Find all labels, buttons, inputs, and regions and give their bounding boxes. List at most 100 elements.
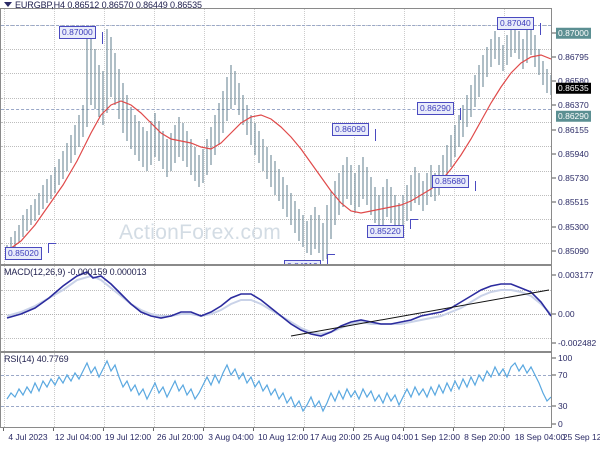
axis-label: 0.86580 [558, 75, 589, 86]
price-axis[interactable]: 0.87000 0.86795 0.86580 0.86535 0.86370 … [552, 8, 600, 278]
axis-tick [552, 129, 556, 131]
collapse-triangle-icon[interactable] [4, 2, 12, 8]
rsi-overbought-line [1, 375, 551, 376]
callout-stem [410, 219, 418, 220]
time-axis-label: 10 Aug 12:00 [257, 432, 309, 442]
gridline-vertical [4, 353, 5, 427]
price-callout[interactable]: 0.87040 [497, 17, 534, 30]
gridline [1, 338, 551, 339]
axis-label: 30 [558, 400, 568, 411]
watermark: ActionForex.com [119, 221, 282, 244]
gridline-vertical [154, 266, 155, 351]
axis-label: 0.85300 [558, 221, 589, 232]
axis-label: -0.002482 [558, 337, 597, 348]
gridline-vertical [304, 9, 305, 264]
callout-stem [475, 181, 476, 191]
gridline-vertical [454, 266, 455, 351]
time-axis-label: 18 Sep 04:00 [514, 432, 566, 442]
axis-label: 0.86795 [558, 51, 589, 62]
gridline-vertical [354, 353, 355, 427]
price-callout[interactable]: 0.87000 [59, 26, 96, 39]
price-callout[interactable]: 0.86090 [332, 123, 369, 136]
axis-tick [552, 80, 556, 82]
gridline [1, 195, 551, 196]
axis-tick [303, 428, 304, 431]
gridline-vertical [404, 266, 405, 351]
time-axis-label: 12 Jul 04:00 [54, 432, 102, 442]
axis-label: 0.85090 [558, 245, 589, 256]
rsi-axis[interactable]: 100 70 30 0 [552, 352, 600, 428]
gridline [1, 73, 551, 74]
gridline-vertical [304, 266, 305, 351]
axis-tick [253, 428, 254, 431]
price-callout[interactable]: 0.84910 [284, 260, 321, 264]
gridline-vertical [54, 9, 55, 264]
macd-main-line [6, 271, 551, 337]
axis-label-highlight: 0.86290 [556, 110, 591, 122]
time-axis-label: 19 Jul 12:00 [104, 432, 152, 442]
price-callout[interactable]: 0.85680 [432, 175, 469, 188]
axis-tick [552, 357, 556, 359]
rsi-panel-title: RSI(14) 40.7769 [4, 354, 69, 364]
time-axis-label: 26 Jul 20:00 [156, 432, 204, 442]
callout-stem [540, 23, 541, 35]
axis-label: 0.85940 [558, 148, 589, 159]
gridline-vertical [104, 266, 105, 351]
price-panel-title: EURGBP,H4 0.86512 0.86570 0.86449 0.8653… [4, 0, 202, 10]
axis-tick [203, 428, 204, 431]
gridline-vertical [404, 353, 405, 427]
callout-stem [327, 254, 335, 255]
time-axis[interactable]: 4 Jul 2023 12 Jul 04:00 19 Jul 12:00 26 … [0, 428, 600, 446]
price-plot-frame[interactable]: ActionForex.com [0, 8, 552, 265]
macd-plot-frame[interactable] [0, 265, 552, 352]
moving-average-line [6, 54, 551, 252]
gridline [1, 146, 551, 147]
axis-tick [353, 428, 354, 431]
macd-panel-title: MACD(12,26,9) -0.000159 0.000013 [4, 267, 147, 277]
axis-label: 0.85730 [558, 172, 589, 183]
axis-tick [153, 428, 154, 431]
callout-stem [48, 243, 49, 253]
time-axis-label: 25 Aug 04:00 [362, 432, 414, 442]
time-axis-label: 1 Sep 12:00 [414, 432, 460, 442]
price-callout[interactable]: 0.85020 [5, 247, 42, 260]
time-axis-label: 3 Aug 04:00 [208, 432, 254, 442]
axis-tick [53, 428, 54, 431]
axis-label: 0.00 [558, 308, 575, 319]
axis-tick [552, 274, 556, 276]
gridline-vertical [54, 266, 55, 351]
axis-tick [503, 428, 504, 431]
gridline-vertical [54, 353, 55, 427]
axis-tick [552, 201, 556, 203]
rsi-line [6, 359, 551, 413]
rsi-series-svg [6, 359, 551, 413]
gridline [1, 171, 551, 172]
time-axis-label: 8 Sep 20:00 [464, 432, 510, 442]
axis-label: 0.86155 [558, 124, 589, 135]
price-callout[interactable]: 0.85220 [367, 225, 404, 238]
gridline-vertical [104, 353, 105, 427]
axis-label: 0.85515 [558, 196, 589, 207]
gridline-vertical [204, 9, 205, 264]
axis-tick [103, 428, 104, 431]
gridline-vertical [504, 9, 505, 264]
time-axis-label: 4 Jul 2023 [8, 432, 48, 442]
macd-signal-line [6, 274, 551, 336]
gridline [1, 98, 551, 99]
rsi-oversold-line [1, 406, 551, 407]
axis-label: 100 [558, 352, 573, 363]
price-callout[interactable]: 0.86290 [417, 102, 454, 115]
macd-zero-line [1, 314, 551, 315]
callout-stem [460, 108, 461, 120]
rsi-plot-frame[interactable] [0, 352, 552, 428]
gridline-vertical [504, 353, 505, 427]
current-price-label: 0.86535 [556, 82, 591, 94]
callout-stem [375, 129, 376, 141]
axis-tick [552, 56, 556, 58]
macd-axis[interactable]: 0.003177 0.00 -0.002482 [552, 265, 600, 352]
axis-label: 0.003177 [558, 269, 594, 280]
price-panel-title-text: EURGBP,H4 0.86512 0.86570 0.86449 0.8653… [15, 0, 202, 10]
axis-label: 70 [558, 369, 568, 380]
axis-label: 0 [558, 418, 563, 429]
gridline [1, 290, 551, 291]
